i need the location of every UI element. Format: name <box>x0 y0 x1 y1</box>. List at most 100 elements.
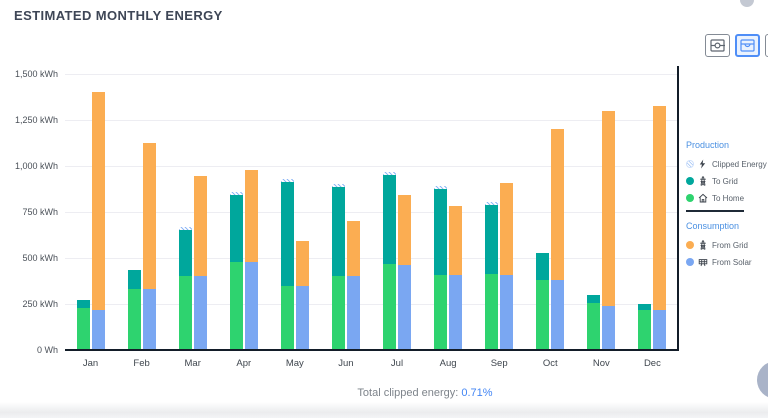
y-axis-tick: 750 kWh <box>22 207 58 217</box>
legend-item-from-grid[interactable]: From Grid <box>686 240 766 250</box>
gridline <box>65 74 678 75</box>
legend-production-items: Clipped Energy To Grid To Home <box>686 159 767 203</box>
gridline <box>65 120 678 121</box>
gridline <box>65 212 678 213</box>
production-bar-sep[interactable] <box>485 201 499 350</box>
total-clipped-energy-value: 0.71% <box>461 387 493 399</box>
legend-swatch <box>686 160 694 168</box>
segment-from-grid <box>449 206 463 275</box>
segment-to-grid <box>76 300 90 308</box>
tower-icon <box>698 176 708 186</box>
month-label-may: May <box>285 358 304 369</box>
y-axis-tick: 1,000 kWh <box>14 161 58 171</box>
legend-label: To Home <box>712 193 745 203</box>
legend-production-title: Production <box>686 140 730 150</box>
consumption-bar-apr[interactable] <box>244 169 258 350</box>
consumption-bar-feb[interactable] <box>142 143 156 350</box>
legend-item-from-solar[interactable]: From Solar <box>686 257 766 267</box>
segment-clipped-energy <box>383 172 396 176</box>
bar-group-mar <box>178 74 207 350</box>
bar-group-apr <box>229 74 258 350</box>
consumption-bar-sep[interactable] <box>500 183 514 350</box>
consumption-bar-mar[interactable] <box>193 176 207 350</box>
y-axis-tick: 0 Wh <box>36 345 58 355</box>
segment-from-solar <box>142 289 156 350</box>
segment-to-home <box>76 307 90 350</box>
legend-consumption-items: From Grid From Solar <box>686 240 766 267</box>
legend-swatch <box>686 194 694 202</box>
segment-to-grid <box>331 187 345 277</box>
production-bar-jan[interactable] <box>76 300 90 350</box>
legend-item-to-grid[interactable]: To Grid <box>686 176 766 186</box>
month-label-feb: Feb <box>133 358 150 369</box>
bar-group-dec <box>638 74 667 350</box>
page-title: ESTIMATED MONTHLY ENERGY <box>14 8 223 23</box>
floating-button-partial[interactable] <box>757 361 768 399</box>
segment-clipped-energy <box>229 192 243 196</box>
y-axis-tick: 1,250 kWh <box>14 115 58 125</box>
consumption-bar-dec[interactable] <box>653 106 667 350</box>
production-bar-oct[interactable] <box>536 252 550 350</box>
production-bar-may[interactable] <box>280 178 294 350</box>
production-bar-aug[interactable] <box>434 186 448 350</box>
avatar-top-partial[interactable] <box>740 0 754 7</box>
production-bar-feb[interactable] <box>127 269 141 350</box>
segment-to-grid <box>383 175 396 265</box>
legend-swatch <box>686 241 694 249</box>
month-label-jul: Jul <box>390 358 404 369</box>
view-toggle-line-button[interactable] <box>765 34 768 57</box>
legend: Production Clipped Energy To Grid To Home … <box>686 140 767 274</box>
segment-to-home <box>587 303 601 350</box>
segment-from-grid <box>398 195 411 266</box>
segment-from-solar <box>193 276 207 350</box>
segment-to-home <box>331 276 345 350</box>
segment-from-grid <box>346 221 360 277</box>
production-bar-nov[interactable] <box>587 294 601 350</box>
gridline <box>65 258 678 259</box>
production-bar-mar[interactable] <box>178 226 192 350</box>
segment-from-grid <box>91 92 105 310</box>
consumption-bar-jun[interactable] <box>346 221 360 350</box>
segment-from-grid <box>500 183 514 275</box>
segment-to-grid <box>280 181 294 286</box>
segment-to-grid <box>229 195 243 262</box>
production-bar-dec[interactable] <box>638 304 652 350</box>
production-bar-apr[interactable] <box>229 192 243 350</box>
legend-swatch <box>686 258 694 266</box>
segment-from-solar <box>295 285 309 350</box>
x-axis-labels: Jan Feb Mar Apr May Jun Jul Aug Sep Oct Nov Dec <box>65 358 678 369</box>
segment-to-home <box>280 285 294 350</box>
bar-group-jan <box>76 74 105 350</box>
month-label-apr: Apr <box>236 358 252 369</box>
view-toggle-donut-button[interactable] <box>705 34 730 57</box>
month-label-mar: Mar <box>184 358 201 369</box>
consumption-bar-oct[interactable] <box>551 129 565 350</box>
consumption-bar-nov[interactable] <box>602 110 616 350</box>
tower-icon <box>698 240 708 250</box>
segment-from-solar <box>346 276 360 350</box>
consumption-bar-may[interactable] <box>295 240 309 350</box>
segment-to-grid <box>536 252 550 281</box>
segment-to-home <box>536 280 550 350</box>
legend-item-clipped-energy[interactable]: Clipped Energy <box>686 159 767 169</box>
consumption-bar-jan[interactable] <box>91 92 105 350</box>
bar-group-jun <box>331 74 360 350</box>
view-toggle-bar-button[interactable] <box>735 34 760 57</box>
house-icon <box>698 193 708 203</box>
production-bar-jun[interactable] <box>331 184 345 350</box>
month-label-jun: Jun <box>338 358 354 369</box>
segment-from-solar <box>398 265 411 350</box>
consumption-bar-aug[interactable] <box>449 206 463 350</box>
legend-item-to-home[interactable]: To Home <box>686 193 766 203</box>
y-axis-tick: 250 kWh <box>22 299 58 309</box>
production-bar-jul[interactable] <box>383 172 396 350</box>
legend-label: Clipped Energy <box>712 159 767 169</box>
plot-right-border <box>677 66 679 351</box>
segment-from-solar <box>551 280 565 350</box>
segment-to-grid <box>127 269 141 290</box>
bar-group-oct <box>536 74 565 350</box>
bar-group-nov <box>587 74 616 350</box>
segment-clipped-energy <box>280 178 294 182</box>
consumption-bar-jul[interactable] <box>398 195 411 350</box>
segment-from-solar <box>244 261 258 350</box>
